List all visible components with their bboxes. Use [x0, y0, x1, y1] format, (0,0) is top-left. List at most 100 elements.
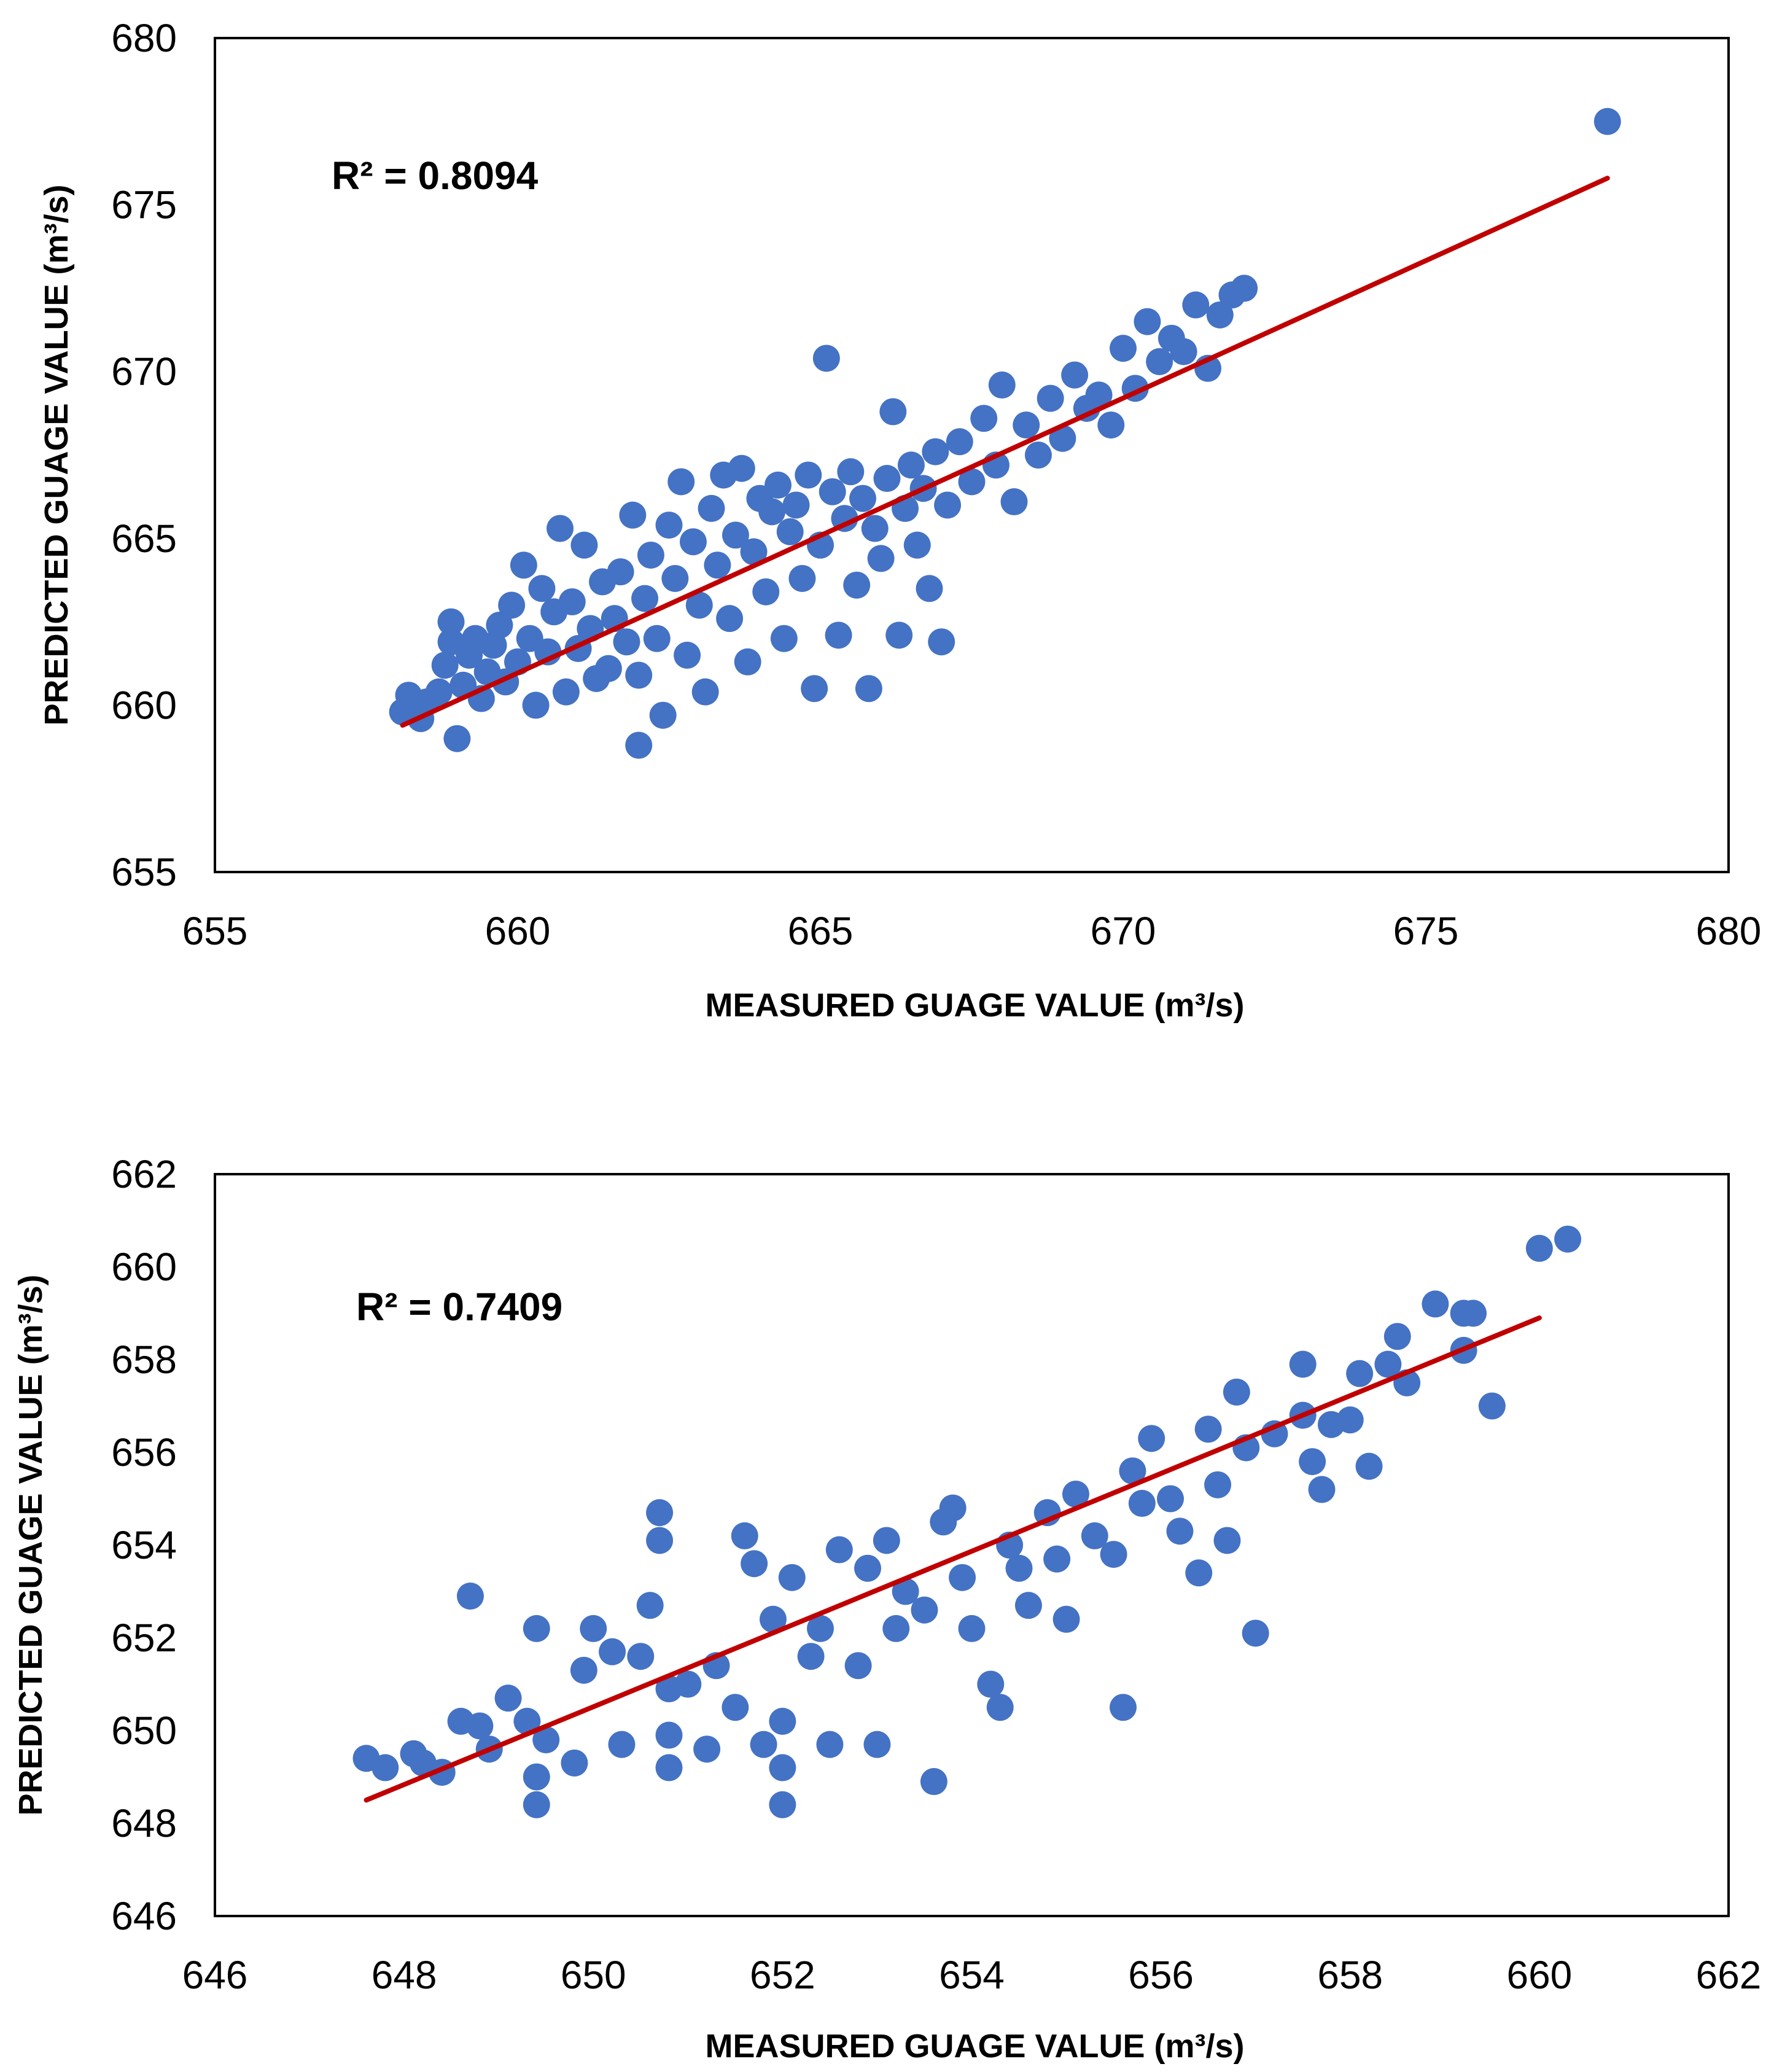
data-point: [1000, 488, 1028, 516]
data-point: [625, 661, 653, 689]
data-point: [1110, 1694, 1137, 1721]
data-point: [731, 1522, 758, 1549]
scatter-chart-bottom: 646 648 650 652 654 656 658 660 662 646 648 650 652…: [12, 1152, 1761, 2065]
data-point: [655, 1754, 683, 1782]
data-point: [911, 1596, 938, 1624]
data-point: [939, 1494, 967, 1522]
x-tick-label: 650: [561, 1953, 626, 1997]
data-point: [547, 515, 574, 542]
data-point: [812, 345, 840, 372]
data-point: [776, 518, 804, 545]
data-point: [570, 531, 598, 559]
data-point: [1097, 411, 1125, 439]
r-squared-label: R² = 0.8094: [332, 154, 539, 198]
y-tick-label: 646: [111, 1894, 177, 1938]
data-point: [607, 558, 634, 586]
data-point: [988, 371, 1016, 399]
data-point: [795, 461, 822, 489]
data-point: [728, 454, 755, 482]
data-point: [892, 1578, 919, 1605]
data-point: [1146, 348, 1173, 375]
y-tick-label: 660: [111, 1245, 177, 1289]
data-point: [456, 1583, 484, 1610]
data-point: [1374, 1350, 1402, 1378]
data-point: [1081, 1522, 1108, 1549]
data-point: [1194, 1416, 1222, 1443]
x-tick-label: 646: [182, 1953, 248, 1997]
data-point: [691, 678, 719, 706]
data-point: [769, 1707, 796, 1735]
data-points: [352, 1225, 1582, 1818]
x-tick-label: 660: [1506, 1953, 1572, 1997]
data-point: [643, 625, 671, 652]
y-axis-title: PREDICTED GUAGE VALUE (m³/s): [12, 1274, 49, 1815]
data-point: [674, 1670, 702, 1698]
data-point: [722, 1694, 749, 1721]
data-point: [1024, 442, 1052, 469]
data-point: [532, 1726, 560, 1754]
data-point: [443, 725, 471, 752]
data-point: [679, 528, 707, 556]
data-point: [619, 501, 647, 529]
data-point: [558, 588, 586, 616]
data-point: [807, 1614, 834, 1642]
data-point: [1013, 411, 1040, 439]
data-point: [1346, 1360, 1374, 1387]
data-point: [1206, 301, 1234, 329]
data-point: [1049, 424, 1076, 452]
data-point: [825, 621, 852, 649]
data-point: [722, 521, 749, 549]
y-tick-label: 655: [111, 850, 177, 894]
data-point: [986, 1694, 1014, 1721]
data-point: [1355, 1452, 1383, 1480]
data-point: [716, 605, 744, 633]
data-point: [1138, 1425, 1165, 1452]
data-point: [1052, 1605, 1080, 1633]
data-point: [837, 458, 865, 486]
data-point: [425, 678, 453, 706]
data-point: [844, 1652, 872, 1680]
data-point: [667, 468, 695, 496]
data-point: [854, 1554, 882, 1582]
data-point: [863, 1731, 891, 1758]
data-point: [1204, 1471, 1232, 1498]
y-tick-label: 658: [111, 1338, 177, 1382]
x-tick-label: 648: [372, 1953, 437, 1997]
data-point: [778, 1564, 806, 1591]
x-tick-label: 652: [750, 1953, 815, 1997]
data-point: [1213, 1527, 1241, 1554]
data-point: [1100, 1541, 1127, 1568]
x-tick-label: 670: [1091, 909, 1156, 953]
data-point: [1299, 1448, 1326, 1476]
data-point: [764, 471, 792, 499]
data-point: [770, 625, 798, 652]
data-point: [958, 468, 986, 496]
data-point: [1043, 1545, 1071, 1573]
data-point: [849, 485, 877, 512]
data-point: [741, 1550, 768, 1578]
x-tick-label: 656: [1128, 1953, 1194, 1997]
data-point: [613, 628, 640, 656]
data-point: [916, 575, 943, 602]
data-point: [636, 1592, 664, 1619]
data-point: [1242, 1619, 1269, 1647]
data-point: [1460, 1299, 1487, 1327]
data-point: [1308, 1476, 1336, 1503]
y-tick-label: 656: [111, 1430, 177, 1474]
data-point: [819, 478, 846, 505]
data-point: [627, 1643, 655, 1670]
data-point: [580, 1614, 607, 1642]
data-point: [1157, 1485, 1185, 1513]
y-tick-labels: 655 660 665 670 675 680: [111, 16, 177, 894]
x-tick-label: 662: [1696, 1953, 1762, 1997]
y-tick-label: 665: [111, 516, 177, 561]
y-tick-label: 675: [111, 183, 177, 227]
data-point: [843, 571, 871, 599]
trendline: [364, 1315, 1542, 1803]
data-point: [879, 398, 907, 426]
data-point: [608, 1731, 636, 1758]
data-point: [920, 1768, 947, 1796]
data-point: [946, 428, 973, 456]
data-point: [1182, 291, 1210, 319]
